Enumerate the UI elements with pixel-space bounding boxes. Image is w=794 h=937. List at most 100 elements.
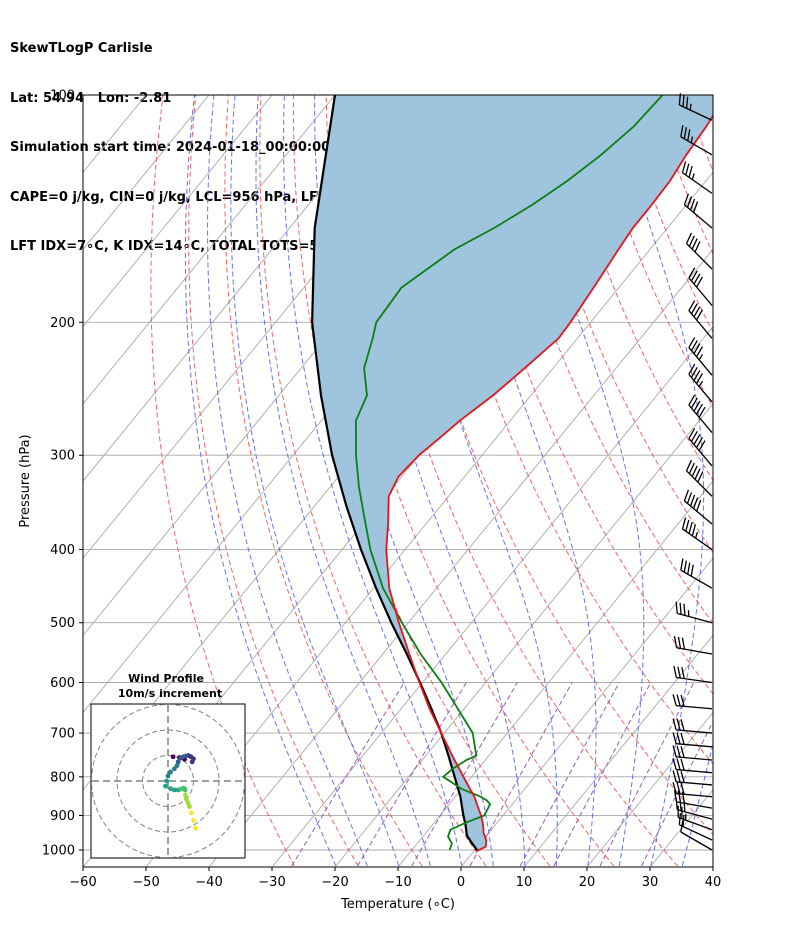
wind-barb [688,267,713,306]
wind-barb-flag [677,636,682,649]
hodograph-point [170,754,176,760]
wind-barb-staff [679,824,713,841]
cin-shaded-region [312,95,713,851]
wind-barb-flag [689,494,696,507]
y-tick-label: 300 [50,449,75,464]
wind-barb-flag [679,602,682,615]
isotherm-line [777,95,794,866]
wind-barb-flag [673,636,678,648]
wind-barb-flag [680,558,684,571]
inset-rings [91,704,245,858]
wind-barb [688,337,713,376]
temperature-profile-line [385,113,713,852]
isotherm-line [83,95,336,405]
wind-barb-staff [676,756,713,761]
wind-barb-flag [698,406,706,418]
shaded-region-layer [312,95,713,851]
wind-barb-flag [696,373,703,384]
wind-barb-flag [681,637,686,650]
x-tick-label: −20 [321,875,348,890]
wind-barb-flag [691,238,698,250]
wind-barb-flag [680,732,685,745]
mixing-ratio-line [357,682,467,867]
wind-barb-staff [686,243,713,270]
wind-barb-staff [677,809,713,820]
wind-barb-flag [683,127,687,139]
x-tick-label: −30 [258,875,285,890]
wind-barb-flag [688,337,696,348]
wind-barb-flag [683,489,690,502]
wind-barb-staff [676,704,713,710]
moist-adiabat-line [518,95,645,867]
wind-barb-flag [680,719,685,731]
wind-barb [685,232,713,270]
wind-barb-flag [681,517,687,530]
wind-barb-half-flag [698,354,704,361]
wind-barb-flag [689,198,696,211]
wind-barb-flag [672,782,677,794]
y-tick-label: 600 [50,676,75,691]
wind-barb-flag [696,437,703,448]
hodograph-point [168,786,173,792]
moist-adiabat-line [184,95,337,867]
wind-barb-staff [676,768,713,774]
wind-barb-flag [697,471,704,483]
wind-barb-flag [690,303,698,315]
dry-adiabat-line [423,95,713,765]
wind-barb-flag [686,492,693,504]
wind-barb-flag [676,770,681,783]
wind-barb [672,694,713,710]
wind-barb-flag [693,201,699,213]
wind-barb-staff [680,569,713,589]
wind-barb-flag [680,694,685,707]
y-axis-label: Pressure (hPa) [18,434,33,527]
wind-barb-flag [683,193,690,206]
dry-adiabat-line [188,95,359,867]
wind-barb-flag [688,522,693,534]
mixing-ratio-line [291,682,405,867]
isotherm-line [335,403,713,867]
hodograph-point [164,778,170,784]
hodograph-point [182,792,188,798]
wind-barb-flag [690,564,694,577]
isotherm-line [524,634,713,867]
wind-barb-flag [688,394,696,406]
wind-barb-flag [696,309,703,321]
wind-barb-flag [672,745,677,758]
wind-barb-flag [696,346,703,358]
mixing-ratio-line [411,682,518,867]
wind-barb-flag [685,519,690,532]
wind-barb-flag [676,718,681,731]
wind-barb-layer [672,93,713,851]
moist-adiabat-line [206,95,368,867]
wind-barb-staff [682,172,713,194]
wind-barb-staff [684,204,713,229]
wind-barb-staff [686,470,713,497]
axis-layer: −60 −50 −40 −30 −20 −10 0 10 20 30 40 100 200 300 400 5… [42,89,721,891]
isotherm-line [83,95,210,251]
wind-barb-flag [688,165,693,178]
wind-barb-flag [688,462,695,474]
isotherm-line [714,95,794,866]
wind-barb-staff [688,347,713,376]
dry-adiabat-line [750,95,794,866]
hodograph-points [163,753,198,831]
wind-barb-flag [680,758,685,771]
mixing-ratio-line [519,682,620,867]
x-tick-label: 20 [579,875,596,890]
wind-barb-flag [690,270,698,282]
dry-adiabat-line [224,95,423,867]
wind-barb-staff [676,801,713,809]
wind-barb-staff [680,831,713,851]
wind-barb [675,601,713,624]
hodograph-point [191,818,196,823]
wind-barb-staff [688,437,713,467]
wind-barb-flag [694,468,701,480]
y-tick-label: 100 [50,89,75,104]
wind-barb-staff [688,310,713,339]
wind-barb-half-flag [691,173,695,180]
hodograph-point [163,783,168,789]
wind-barb [680,125,713,156]
hodograph-point [168,769,173,775]
wind-barb-staff [676,676,713,684]
